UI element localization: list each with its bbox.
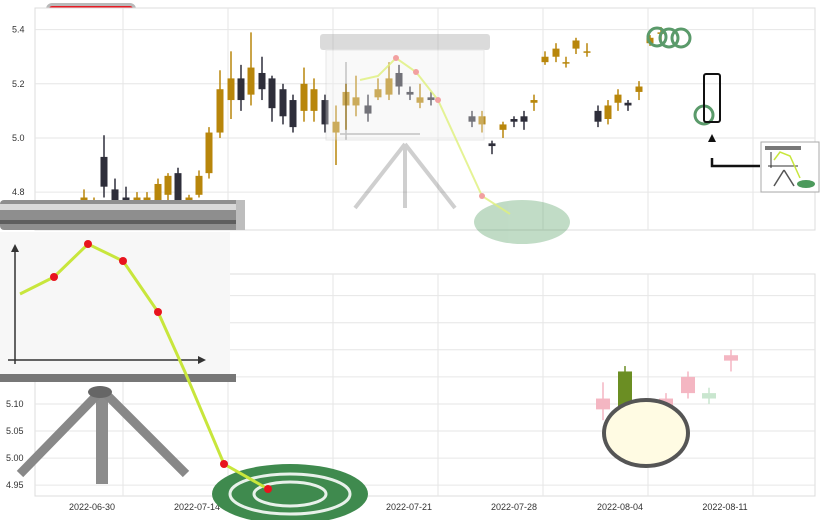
candle: [552, 43, 560, 63]
top-y-axis: 4.8 5.0 5.2 5.4: [12, 25, 25, 197]
candle: [385, 62, 393, 101]
y-tick-label: 5.05: [6, 426, 24, 436]
candle: [478, 110, 486, 133]
candle: [624, 100, 632, 111]
candle: [205, 127, 213, 179]
candle: [604, 100, 612, 125]
candle: [594, 105, 602, 128]
candle: [724, 349, 738, 372]
candle: [332, 105, 340, 166]
easel-icon-faded: [320, 34, 570, 244]
candle: [499, 121, 507, 138]
y-tick-label: 5.00: [6, 453, 24, 463]
candle: [635, 81, 643, 101]
x-tick-label: 2022-06-30: [69, 502, 115, 512]
y-tick-label: 4.8: [12, 187, 25, 197]
candle: [530, 94, 538, 111]
y-tick-label: 4.95: [6, 480, 24, 490]
candle: [416, 83, 424, 109]
y-tick-label: 5.2: [12, 79, 25, 89]
candle: [562, 56, 570, 68]
candle: [247, 32, 255, 106]
candle: [364, 94, 372, 122]
x-tick-label: 2022-08-04: [597, 502, 643, 512]
candle: [614, 89, 622, 111]
candle: [572, 37, 580, 55]
candle: [510, 116, 518, 128]
candle: [520, 110, 528, 130]
candle: [100, 135, 108, 198]
trend-line: [19, 242, 269, 491]
candle: [374, 78, 382, 101]
x-axis: 2022-06-30 2022-07-14 2022-07-21 2022-07-28…: [69, 502, 748, 512]
candle: [195, 170, 203, 198]
candle: [583, 43, 591, 57]
trend-points: [50, 240, 272, 493]
candle: [352, 75, 360, 117]
candle: [237, 64, 245, 111]
candle: [468, 110, 476, 128]
whiteboard-icon: [0, 200, 368, 520]
candle: [596, 382, 610, 421]
selection-box: [703, 73, 721, 123]
highlight-ellipse: [602, 398, 690, 468]
candle: [541, 51, 549, 65]
y-tick-label: 5.10: [6, 399, 24, 409]
trend-points-faded: [393, 55, 485, 199]
candle: [258, 56, 266, 101]
x-tick-label: 2022-07-28: [491, 502, 537, 512]
candle: [395, 64, 403, 95]
candle: [488, 140, 496, 155]
candle: [427, 91, 435, 106]
y-tick-label: 5.0: [12, 133, 25, 143]
x-tick-label: 2022-07-21: [386, 502, 432, 512]
y-tick-label: 5.4: [12, 25, 25, 35]
candle: [164, 173, 172, 203]
candle: [342, 83, 350, 130]
highlight-circles: [646, 26, 715, 126]
candle: [310, 78, 318, 122]
candle: [216, 70, 224, 138]
candle: [321, 94, 329, 133]
candle: [300, 67, 308, 122]
candle: [227, 51, 235, 119]
candle: [279, 83, 287, 125]
x-tick-label: 2022-07-14: [174, 502, 220, 512]
candle: [406, 86, 414, 101]
x-tick-label: 2022-08-11: [702, 502, 747, 512]
candle: [268, 75, 276, 122]
candle: [702, 387, 716, 404]
candle: [681, 371, 695, 399]
easel-thumbnail-icon: [760, 141, 820, 193]
connector-arrow: [710, 158, 760, 168]
candle: [289, 94, 297, 133]
top-grid: [35, 8, 815, 230]
